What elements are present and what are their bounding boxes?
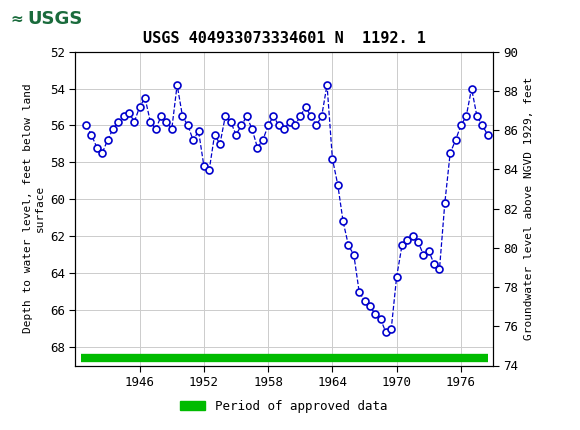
Legend: Period of approved data: Period of approved data bbox=[176, 395, 393, 418]
Y-axis label: Depth to water level, feet below land
surface: Depth to water level, feet below land su… bbox=[23, 84, 45, 333]
Y-axis label: Groundwater level above NGVD 1929, feet: Groundwater level above NGVD 1929, feet bbox=[524, 77, 534, 340]
Text: USGS: USGS bbox=[27, 10, 83, 28]
Text: ≈: ≈ bbox=[10, 12, 23, 27]
FancyBboxPatch shape bbox=[3, 3, 107, 36]
Title: USGS 404933073334601 N  1192. 1: USGS 404933073334601 N 1192. 1 bbox=[143, 31, 426, 46]
